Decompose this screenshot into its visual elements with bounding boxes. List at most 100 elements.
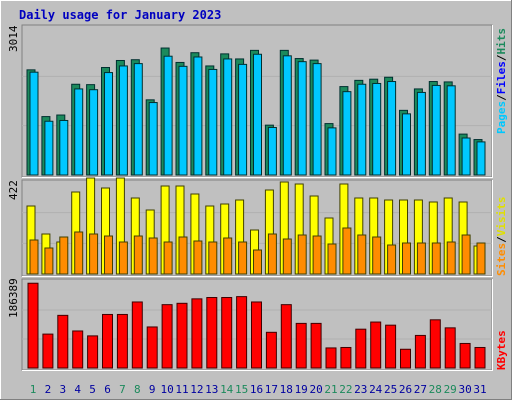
legend-files: Files <box>495 61 508 94</box>
legend-hits: Hits <box>495 28 508 55</box>
bar-kbytes-day-18 <box>280 304 292 369</box>
bar-sites-day-27 <box>416 242 426 275</box>
day-label-28: 28 <box>429 383 442 396</box>
day-label-19: 19 <box>295 383 308 396</box>
day-label-30: 30 <box>458 383 471 396</box>
day-label-15: 15 <box>235 383 248 396</box>
bar-files-day-14 <box>223 58 233 176</box>
bar-kbytes-day-27 <box>414 334 426 369</box>
bar-sites-day-8 <box>133 235 143 275</box>
bar-files-day-27 <box>416 91 426 176</box>
panel-visits-max-label: 422 <box>7 180 20 200</box>
panel-requests-max-label: 3014 <box>7 25 20 52</box>
day-label-31: 31 <box>473 383 486 396</box>
bar-files-day-6 <box>104 72 113 176</box>
day-label-22: 22 <box>339 383 352 396</box>
legend-requests: Pages/Files/Hits <box>495 28 508 134</box>
bar-sites-day-23 <box>357 234 367 275</box>
bar-sites-day-15 <box>238 241 248 275</box>
legend-sites: Sites <box>495 243 508 276</box>
bar-files-day-21 <box>327 127 337 176</box>
bar-sites-day-17 <box>267 233 277 275</box>
bar-sites-day-20 <box>312 235 322 275</box>
bar-files-day-26 <box>402 113 411 176</box>
bar-kbytes-day-24 <box>370 321 382 369</box>
bar-files-day-19 <box>297 61 307 176</box>
bar-sites-day-22 <box>342 227 352 275</box>
panel-requests: 3014 Pages/Files/Hits <box>7 24 508 178</box>
bar-sites-day-25 <box>387 244 397 275</box>
bar-kbytes-day-26 <box>400 348 411 369</box>
bar-files-day-23 <box>357 83 367 176</box>
bar-kbytes-day-12 <box>191 298 203 369</box>
bar-kbytes-day-15 <box>236 296 248 369</box>
bar-kbytes-day-3 <box>57 314 69 369</box>
day-label-16: 16 <box>250 383 263 396</box>
bar-files-day-1 <box>29 71 39 176</box>
legend-sep-2: / <box>495 54 508 61</box>
bars-kbytes <box>22 282 492 369</box>
bar-kbytes-day-30 <box>459 342 471 369</box>
bar-sites-day-19 <box>297 234 307 275</box>
bar-sites-day-31 <box>476 242 486 275</box>
day-label-9: 9 <box>149 383 156 396</box>
kbytes-legend: KBytes <box>495 330 508 370</box>
bar-sites-day-2 <box>44 247 54 275</box>
day-labels: 1 2 3 4 5 6 7 8 9 10 11 12 13 14 15 16 17 18 19 20 21 22 23 24 2… <box>30 383 487 396</box>
bar-kbytes-day-21 <box>325 347 337 369</box>
day-label-8: 8 <box>134 383 141 396</box>
bar-files-day-31 <box>476 141 486 176</box>
bar-files-day-22 <box>342 91 352 176</box>
bar-kbytes-day-7 <box>116 313 128 369</box>
bar-kbytes-day-17 <box>265 331 277 369</box>
bars-visits <box>22 177 492 275</box>
day-label-12: 12 <box>190 383 203 396</box>
bar-sites-day-24 <box>372 236 382 275</box>
bar-files-day-24 <box>372 82 382 176</box>
bar-sites-day-29 <box>446 241 456 275</box>
legend-kbytes: KBytes <box>495 330 508 370</box>
bar-files-day-20 <box>312 63 322 176</box>
bar-kbytes-day-29 <box>444 327 456 369</box>
bars-requests <box>22 47 492 176</box>
bar-kbytes-day-4 <box>72 330 84 369</box>
bar-kbytes-day-10 <box>161 304 173 369</box>
day-label-14: 14 <box>220 383 234 396</box>
bar-kbytes-day-14 <box>221 297 233 369</box>
bar-sites-day-10 <box>163 241 173 275</box>
bar-kbytes-day-5 <box>87 335 99 369</box>
bar-files-day-29 <box>446 85 456 176</box>
bar-kbytes-day-23 <box>355 328 367 369</box>
bar-kbytes-day-6 <box>102 313 113 369</box>
bar-sites-day-9 <box>148 237 158 275</box>
bar-sites-day-4 <box>74 231 84 275</box>
bar-files-day-5 <box>89 89 99 176</box>
bar-files-day-9 <box>148 102 158 176</box>
bar-sites-day-13 <box>208 241 218 275</box>
day-label-3: 3 <box>59 383 66 396</box>
bar-files-day-7 <box>118 65 128 176</box>
bar-sites-day-28 <box>431 242 441 275</box>
day-label-7: 7 <box>119 383 126 396</box>
day-label-26: 26 <box>399 383 412 396</box>
bar-sites-day-30 <box>461 234 471 275</box>
bar-files-day-3 <box>59 119 69 176</box>
bar-kbytes-day-11 <box>176 302 188 369</box>
requests-legend: Pages/Files/Hits <box>495 28 508 134</box>
bar-sites-day-12 <box>193 240 203 275</box>
day-label-2: 2 <box>45 383 52 396</box>
bar-sites-day-1 <box>29 239 39 275</box>
day-label-18: 18 <box>280 383 293 396</box>
bar-sites-day-7 <box>118 241 128 275</box>
legend-sep-3: / <box>495 236 508 243</box>
day-label-27: 27 <box>414 383 427 396</box>
day-label-21: 21 <box>324 383 337 396</box>
bar-sites-day-11 <box>178 236 188 275</box>
bar-kbytes-day-2 <box>42 333 54 369</box>
bar-kbytes-day-19 <box>295 322 307 369</box>
legend-visits-group: Sites/Visits <box>495 197 508 277</box>
bar-kbytes-day-1 <box>27 282 39 369</box>
legend-sep-1: / <box>495 94 508 101</box>
bar-kbytes-day-25 <box>385 324 397 369</box>
